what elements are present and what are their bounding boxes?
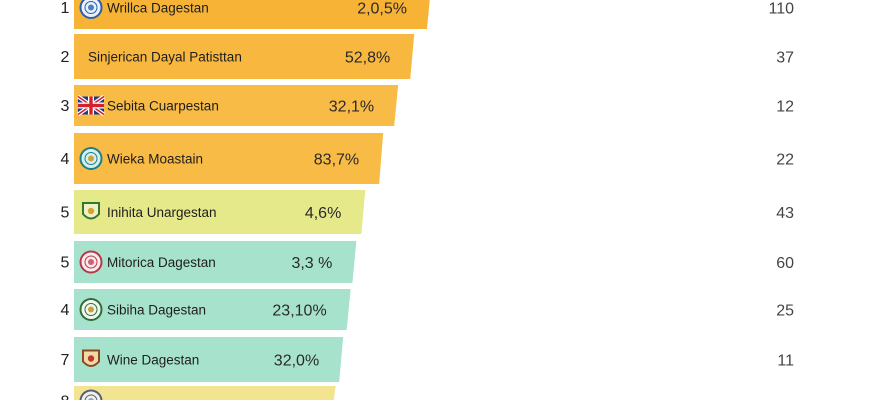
bar-row: 4 Wieka Moastain 83,7% 22 bbox=[61, 133, 794, 184]
country-name-label: Sebita Cuarpestan bbox=[107, 99, 219, 114]
percent-label: 23,10% bbox=[272, 303, 326, 320]
count-label: 43 bbox=[776, 205, 794, 222]
bar-row: 1 Wrillca Dagestan 2,0,5% 110 bbox=[61, 0, 794, 29]
rank-label: 5 bbox=[61, 255, 70, 272]
bar-row: 7 Wine Dagestan 32,0% 11 bbox=[61, 337, 794, 382]
country-name-label: Wrillca Dagestan bbox=[107, 1, 209, 16]
bar bbox=[74, 0, 430, 29]
bar-row: 4 Sibiha Dagestan 23,10% 25 bbox=[61, 289, 794, 330]
country-name-label: Wine Dagestan bbox=[107, 353, 199, 368]
count-label: 37 bbox=[776, 50, 794, 67]
percent-label: 32,1% bbox=[329, 99, 374, 116]
count-label: 22 bbox=[776, 152, 794, 169]
percent-label: 32,0% bbox=[274, 353, 319, 370]
rank-label: 4 bbox=[61, 151, 70, 168]
bar-row: 5 Mitorica Dagestan 3,3 % 60 bbox=[61, 241, 794, 283]
bar-row: 2 Sinjerican Dayal Patisttan 52,8% 37 bbox=[61, 34, 794, 79]
count-label: 110 bbox=[768, 1, 794, 18]
green-shield-icon bbox=[82, 202, 100, 220]
rank-label: 8 bbox=[61, 394, 70, 400]
bar bbox=[74, 337, 344, 382]
green-seal-icon bbox=[79, 298, 103, 321]
bar bbox=[74, 190, 366, 234]
rank-label: 3 bbox=[61, 98, 70, 115]
country-name-label: Inihita Unargestan bbox=[107, 205, 217, 220]
bar bbox=[74, 133, 384, 184]
country-name-label: Wieka Moastain bbox=[107, 152, 203, 167]
rank-label: 5 bbox=[61, 205, 70, 222]
bar bbox=[74, 85, 399, 126]
union-jack-flag-icon bbox=[76, 94, 106, 117]
rank-label: 7 bbox=[61, 352, 70, 369]
count-label: 12 bbox=[776, 99, 794, 116]
rank-label: 4 bbox=[61, 302, 70, 319]
country-name-label: Sinjerican Dayal Patisttan bbox=[88, 50, 242, 65]
red-seal-icon bbox=[79, 250, 103, 274]
bar-row: 5 Inihita Unargestan 4,6% 43 bbox=[61, 190, 794, 234]
brown-crest-icon bbox=[82, 349, 100, 367]
percent-label: 4,6% bbox=[305, 205, 341, 222]
bar-row: 8 bbox=[61, 386, 336, 400]
rank-label: 1 bbox=[61, 0, 70, 17]
bar-row: 3 Sebita Cuarpestan 32,1% 12 bbox=[61, 85, 794, 126]
percent-label: 3,3 % bbox=[291, 255, 332, 272]
country-name-label: Sibiha Dagestan bbox=[107, 303, 206, 318]
bar bbox=[74, 241, 357, 283]
count-label: 11 bbox=[777, 353, 794, 370]
blue-seal-icon bbox=[79, 0, 103, 19]
percent-label: 2,0,5% bbox=[357, 1, 407, 18]
count-label: 25 bbox=[776, 303, 794, 320]
bar bbox=[74, 34, 415, 79]
bar bbox=[74, 386, 336, 400]
country-name-label: Mitorica Dagestan bbox=[107, 255, 216, 270]
percent-label: 52,8% bbox=[345, 50, 390, 67]
teal-seal-icon bbox=[79, 147, 103, 170]
percent-label: 83,7% bbox=[314, 152, 359, 169]
bar bbox=[74, 289, 351, 330]
count-label: 60 bbox=[776, 255, 794, 272]
rank-label: 2 bbox=[61, 49, 70, 66]
